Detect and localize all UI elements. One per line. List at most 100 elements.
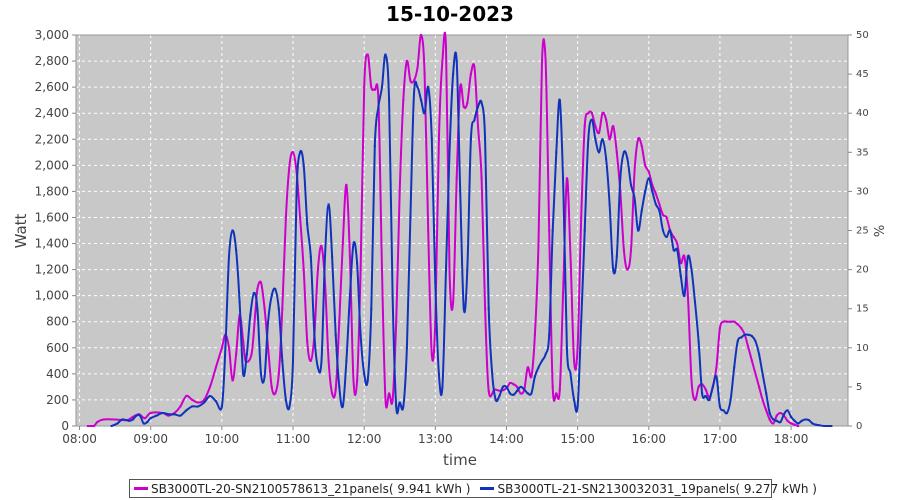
series-2-point: [637, 229, 640, 232]
series-1-point: [388, 392, 391, 395]
series-2-point: [370, 307, 373, 310]
grid-lines: [75, 34, 849, 427]
series-1-point: [228, 346, 230, 349]
series-1-point: [370, 86, 373, 89]
series-2-point: [818, 424, 821, 427]
series-1-point: [179, 405, 182, 408]
series-2-point: [345, 359, 348, 362]
series-1-point: [381, 268, 383, 271]
series-1-point: [86, 425, 89, 427]
y2-tick-label: 35: [856, 147, 869, 158]
series-1-point: [395, 320, 398, 323]
y-tick-label: 1,400: [35, 237, 69, 251]
series-1-point: [612, 125, 615, 128]
series-2-point: [139, 414, 141, 417]
series-2-point: [765, 392, 768, 395]
series-2-point: [815, 423, 817, 426]
series-2-point: [395, 405, 398, 408]
series-2-point: [800, 419, 803, 422]
series-2-point: [327, 203, 330, 206]
series-2-point: [786, 409, 789, 412]
legend-label-series-1: SB3000TL-20-SN2100578613_21panels( 9.941…: [151, 481, 471, 496]
series-2-point: [790, 415, 793, 418]
series-2-point: [487, 307, 490, 310]
y2-tick-label: 20: [856, 265, 869, 276]
y-tick-label: 1,600: [35, 210, 69, 224]
series-2-point: [658, 209, 661, 212]
x-tick-label: 18:00: [774, 432, 809, 446]
series-1-point: [427, 229, 430, 232]
series-2-point: [626, 157, 629, 160]
series-2-point: [324, 255, 326, 258]
series-2-point: [238, 301, 241, 304]
series-2-point: [455, 60, 458, 63]
series-2-point: [587, 138, 590, 141]
series-1-point: [690, 379, 693, 382]
y-tick-label: 2,400: [35, 106, 69, 120]
series-1-point: [416, 66, 419, 69]
series-1-point: [686, 294, 689, 297]
series-2-point: [316, 366, 319, 369]
series-2-point: [427, 86, 430, 89]
series-2-point: [466, 268, 469, 271]
series-2-point: [116, 422, 119, 425]
series-2-point: [711, 385, 714, 388]
series-1-point: [306, 340, 309, 343]
series-2-point: [605, 157, 608, 160]
series-1-point: [260, 281, 262, 284]
series-1-point: [409, 79, 412, 82]
series-1-point: [615, 151, 618, 154]
y-tick-label: 2,000: [35, 158, 69, 172]
series-1-point: [96, 421, 99, 424]
series-2-point: [131, 418, 134, 421]
series-1-point: [235, 353, 238, 356]
series-2-point: [555, 151, 558, 154]
series-2-point: [281, 359, 284, 362]
series-2-point: [541, 359, 543, 362]
series-2-point: [651, 190, 654, 193]
y2-tick-label: 50: [856, 30, 869, 41]
series-1-point: [633, 170, 636, 173]
series-1-point: [270, 385, 273, 388]
series-1-point: [772, 422, 775, 425]
series-2-point: [509, 392, 511, 395]
series-2-point: [562, 190, 565, 193]
series-1-point: [697, 385, 700, 388]
series-1-point: [775, 414, 778, 417]
series-1-point: [242, 340, 245, 343]
y-tick-label: 600: [46, 341, 69, 355]
x-tick-label: 15:00: [560, 432, 595, 446]
series-2-point: [768, 412, 771, 414]
series-2-point: [185, 409, 188, 412]
series-1-point: [327, 359, 330, 362]
series-2-point: [252, 292, 255, 295]
series-2-point: [260, 372, 262, 375]
series-2-point: [306, 223, 309, 225]
series-1-point: [704, 388, 707, 391]
series-2-point: [110, 425, 113, 427]
series-1-point: [462, 105, 465, 108]
series-2-point: [662, 229, 664, 232]
series-1-point: [363, 86, 366, 89]
series-2-point: [718, 405, 721, 408]
x-tick-label: 12:00: [347, 432, 382, 446]
series-1-point: [445, 47, 447, 49]
series-2-point: [672, 249, 675, 251]
series-2-point: [708, 398, 711, 401]
series-1-point: [779, 412, 782, 414]
series-lines: [86, 31, 833, 427]
series-1-point: [288, 164, 291, 167]
series-2-point: [526, 392, 529, 395]
series-1-point: [256, 288, 259, 291]
series-2-point: [413, 92, 415, 95]
series-2-point: [284, 398, 287, 401]
series-2-point: [633, 196, 636, 199]
series-1-point: [203, 398, 206, 401]
series-2-point: [491, 372, 494, 375]
series-1-point: [284, 216, 287, 219]
series-2-point: [576, 405, 579, 408]
series-2-point: [797, 422, 800, 425]
legend-label-series-2: SB3000TL-21-SN2130032031_19panels( 9.277…: [497, 481, 817, 496]
series-2-point: [701, 392, 704, 395]
x-tick-label: 17:00: [703, 432, 738, 446]
